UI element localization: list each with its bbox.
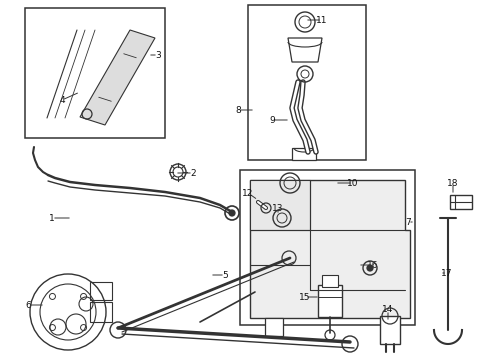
Text: 6: 6 (25, 301, 31, 310)
Polygon shape (288, 38, 322, 62)
Text: 11: 11 (316, 15, 328, 24)
Polygon shape (80, 30, 155, 125)
Bar (90, 302, 112, 322)
Text: 17: 17 (441, 269, 453, 278)
Circle shape (367, 265, 373, 271)
Text: 18: 18 (447, 179, 459, 188)
Bar (265, 318, 283, 336)
Text: 16: 16 (367, 261, 379, 270)
Text: 15: 15 (299, 292, 311, 302)
Bar (25, 8, 165, 138)
Text: 7: 7 (405, 217, 411, 226)
Bar (318, 285, 342, 317)
Text: 13: 13 (272, 203, 284, 212)
Text: 2: 2 (190, 168, 196, 177)
Bar (380, 316, 400, 344)
Bar (240, 170, 415, 325)
Text: 9: 9 (269, 116, 275, 125)
Bar (250, 180, 310, 230)
Text: 8: 8 (235, 105, 241, 114)
Text: 12: 12 (243, 189, 254, 198)
Bar (90, 282, 112, 300)
Bar (248, 5, 366, 160)
Text: 14: 14 (382, 306, 393, 315)
Text: 4: 4 (59, 95, 65, 104)
Bar (450, 195, 472, 209)
Text: 3: 3 (155, 50, 161, 59)
Polygon shape (250, 180, 410, 318)
Text: 5: 5 (222, 270, 228, 279)
Text: 10: 10 (347, 179, 359, 188)
Bar (322, 275, 338, 287)
Circle shape (229, 210, 235, 216)
Text: 1: 1 (49, 213, 55, 222)
Bar (292, 148, 316, 160)
